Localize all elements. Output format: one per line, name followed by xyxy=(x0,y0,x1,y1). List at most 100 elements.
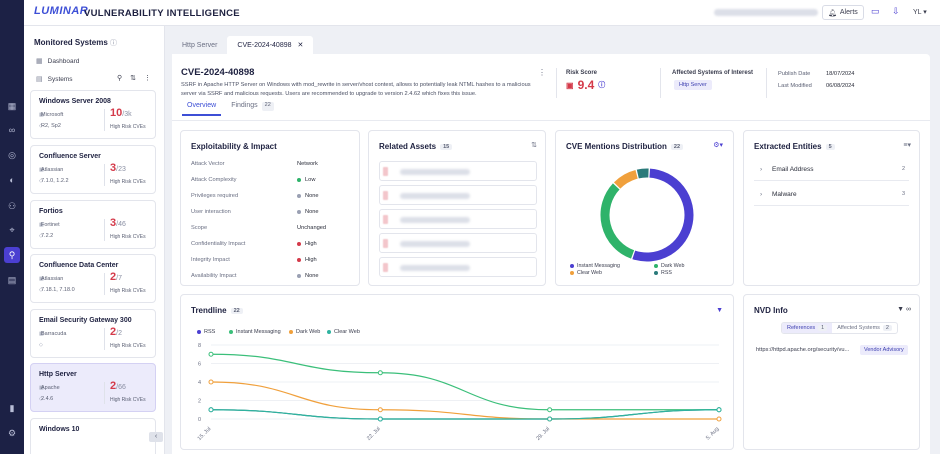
donut-slice[interactable] xyxy=(600,183,635,259)
data-point[interactable] xyxy=(208,351,214,357)
donut-slice[interactable] xyxy=(636,168,649,179)
series-line xyxy=(210,353,719,411)
sidebar-item-dashboard[interactable]: ▦ Dashboard xyxy=(36,57,80,66)
filter-icon[interactable]: ▼ xyxy=(716,307,723,314)
divider xyxy=(104,328,105,350)
asset-row[interactable] xyxy=(379,233,537,253)
grid-icon[interactable]: ▦ xyxy=(7,100,17,111)
tag-icon: ◇ xyxy=(39,233,43,239)
legend-item[interactable]: RSS xyxy=(197,329,215,335)
tab-overview[interactable]: Overview xyxy=(182,102,222,116)
donut-slice[interactable] xyxy=(632,168,694,262)
y-tick-label: 0 xyxy=(198,417,201,423)
data-point[interactable] xyxy=(377,370,383,376)
system-card[interactable]: Http Server ▦ Apache ◇ 2.4.6 2/66 High Risk CV… xyxy=(30,363,156,412)
search-icon[interactable]: ⚲ xyxy=(117,75,123,82)
legend-item[interactable]: Instant Messaging xyxy=(570,263,620,269)
system-card[interactable]: Confluence Server ▦ Atlassian ◇ 7.1.0, 1.2.2… xyxy=(30,145,156,194)
data-point[interactable] xyxy=(208,407,214,413)
asset-row[interactable] xyxy=(379,257,537,277)
kebab-menu-icon[interactable]: ⋮ xyxy=(144,75,152,82)
system-card[interactable]: Windows 10 xyxy=(30,418,156,454)
asset-row[interactable] xyxy=(379,185,537,205)
data-point[interactable] xyxy=(716,407,722,413)
info-icon[interactable]: ⓘ xyxy=(598,82,606,89)
cve-description: SSRF in Apache HTTP Server on Windows wi… xyxy=(181,82,531,97)
data-point[interactable] xyxy=(377,407,383,413)
legend-item[interactable]: Clear Web xyxy=(570,270,602,276)
tab-references[interactable]: References 1 xyxy=(782,323,833,333)
series-line xyxy=(210,381,719,420)
nvd-info-panel: NVD Info ▼ ∞ References 1 Affected System… xyxy=(743,294,920,450)
close-icon[interactable]: ✕ xyxy=(297,42,304,49)
legend-item[interactable]: Clear Web xyxy=(327,329,360,335)
cve-detail: CVE-2024-40898 SSRF in Apache HTTP Serve… xyxy=(172,54,930,454)
data-point[interactable] xyxy=(547,416,553,422)
users-icon[interactable]: ⚇ xyxy=(7,200,17,211)
entity-row[interactable]: › Email Address 2 xyxy=(754,159,909,181)
message-icon[interactable]: ▭ xyxy=(871,6,880,16)
data-point[interactable] xyxy=(716,416,722,422)
x-tick-label: 29. Jul xyxy=(535,426,551,442)
tab-http-server[interactable]: Http Server xyxy=(182,41,218,49)
bar-chart-icon[interactable]: ▮ xyxy=(9,402,15,413)
high-risk-count: 10/3k xyxy=(110,107,132,119)
high-risk-label: High Risk CVEs xyxy=(110,124,146,130)
legend-item[interactable]: Instant Messaging xyxy=(229,329,281,335)
data-point[interactable] xyxy=(377,416,383,422)
metric-value: Network xyxy=(297,161,318,167)
cve-kebab-icon[interactable]: ⋮ xyxy=(538,68,546,77)
tab-cve[interactable]: CVE-2024-40898 ✕ xyxy=(227,36,314,54)
building-icon: ▦ xyxy=(39,331,44,337)
entity-row[interactable]: › Malware 3 xyxy=(754,184,909,206)
sidebar-item-systems[interactable]: ▤ Systems xyxy=(36,75,73,84)
panel-title: Trendline 22 xyxy=(191,306,243,315)
sort-icon[interactable]: ⇅ xyxy=(130,75,137,82)
last-modified-label: Last Modified xyxy=(778,83,812,89)
metric-label: Confidentiality Impact xyxy=(191,241,246,247)
series-line xyxy=(210,409,720,420)
affected-system-tag[interactable]: Http Server xyxy=(674,80,712,90)
tab-affected-systems[interactable]: Affected Systems 2 xyxy=(832,323,897,333)
server-icon[interactable]: ▤ xyxy=(7,274,17,285)
data-point[interactable] xyxy=(547,407,553,413)
radar-icon[interactable]: ◐ xyxy=(9,175,15,185)
system-card[interactable]: Fortios ▦ Fortinet ◇ 7.2.2 3/46 High Risk CVEs xyxy=(30,200,156,249)
system-card[interactable]: Email Security Gateway 300 ▦ Barracuda ◇ 2/2… xyxy=(30,309,156,358)
collapse-sidebar-button[interactable]: ‹ xyxy=(149,432,163,442)
user-avatar[interactable]: YL ▾ xyxy=(913,9,927,16)
high-risk-count: 3/23 xyxy=(110,162,126,174)
risk-score: ▣ 9.4 ⓘ xyxy=(566,78,606,92)
user-account-name[interactable] xyxy=(714,9,818,16)
binoculars-icon[interactable]: ∞ xyxy=(8,125,16,135)
tab-findings[interactable]: Findings 22 xyxy=(231,102,274,116)
alerts-button[interactable]: 🔔︎ Alerts xyxy=(822,5,864,20)
system-version: R2, Sp2 xyxy=(41,123,61,129)
metric-label: Attack Vector xyxy=(191,161,225,167)
legend-item[interactable]: Dark Web xyxy=(289,329,320,335)
system-card[interactable]: Confluence Data Center ▦ Atlassian ◇ 7.18.1,… xyxy=(30,254,156,303)
compass-icon[interactable]: ◎ xyxy=(8,149,16,160)
filter-link-icons[interactable]: ▼ ∞ xyxy=(897,306,911,313)
gear-icon[interactable]: ⚙ xyxy=(7,427,17,438)
sort-icon[interactable]: ⇅ xyxy=(531,142,537,149)
system-card[interactable]: Windows Server 2008 ▦ Microsoft ◇ R2, Sp2 10/… xyxy=(30,90,156,139)
settings-dropdown-icon[interactable]: ⚙▾ xyxy=(713,142,723,149)
asset-row[interactable] xyxy=(379,161,537,181)
calendar-alert-icon: ▣ xyxy=(566,80,574,90)
system-name: Http Server xyxy=(39,371,77,378)
asset-row[interactable] xyxy=(379,209,537,229)
legend-item[interactable]: RSS xyxy=(654,270,672,276)
link-icon[interactable]: ⚲ xyxy=(4,247,20,263)
data-point[interactable] xyxy=(208,379,214,385)
reference-url[interactable]: https://httpd.apache.org/security/vu... xyxy=(756,347,850,353)
location-icon[interactable]: ⌖ xyxy=(9,224,15,235)
divider xyxy=(660,68,661,98)
legend-item[interactable]: Dark Web xyxy=(654,263,684,269)
download-icon[interactable]: ⇩ xyxy=(892,6,900,16)
metric-value: None xyxy=(297,273,319,279)
filter-dropdown-icon[interactable]: ≡▾ xyxy=(903,142,911,149)
y-tick-label: 2 xyxy=(198,399,201,405)
donut-slice[interactable] xyxy=(613,169,638,189)
systems-toolbar: ⚲ ⇅ ⋮ xyxy=(117,74,151,82)
